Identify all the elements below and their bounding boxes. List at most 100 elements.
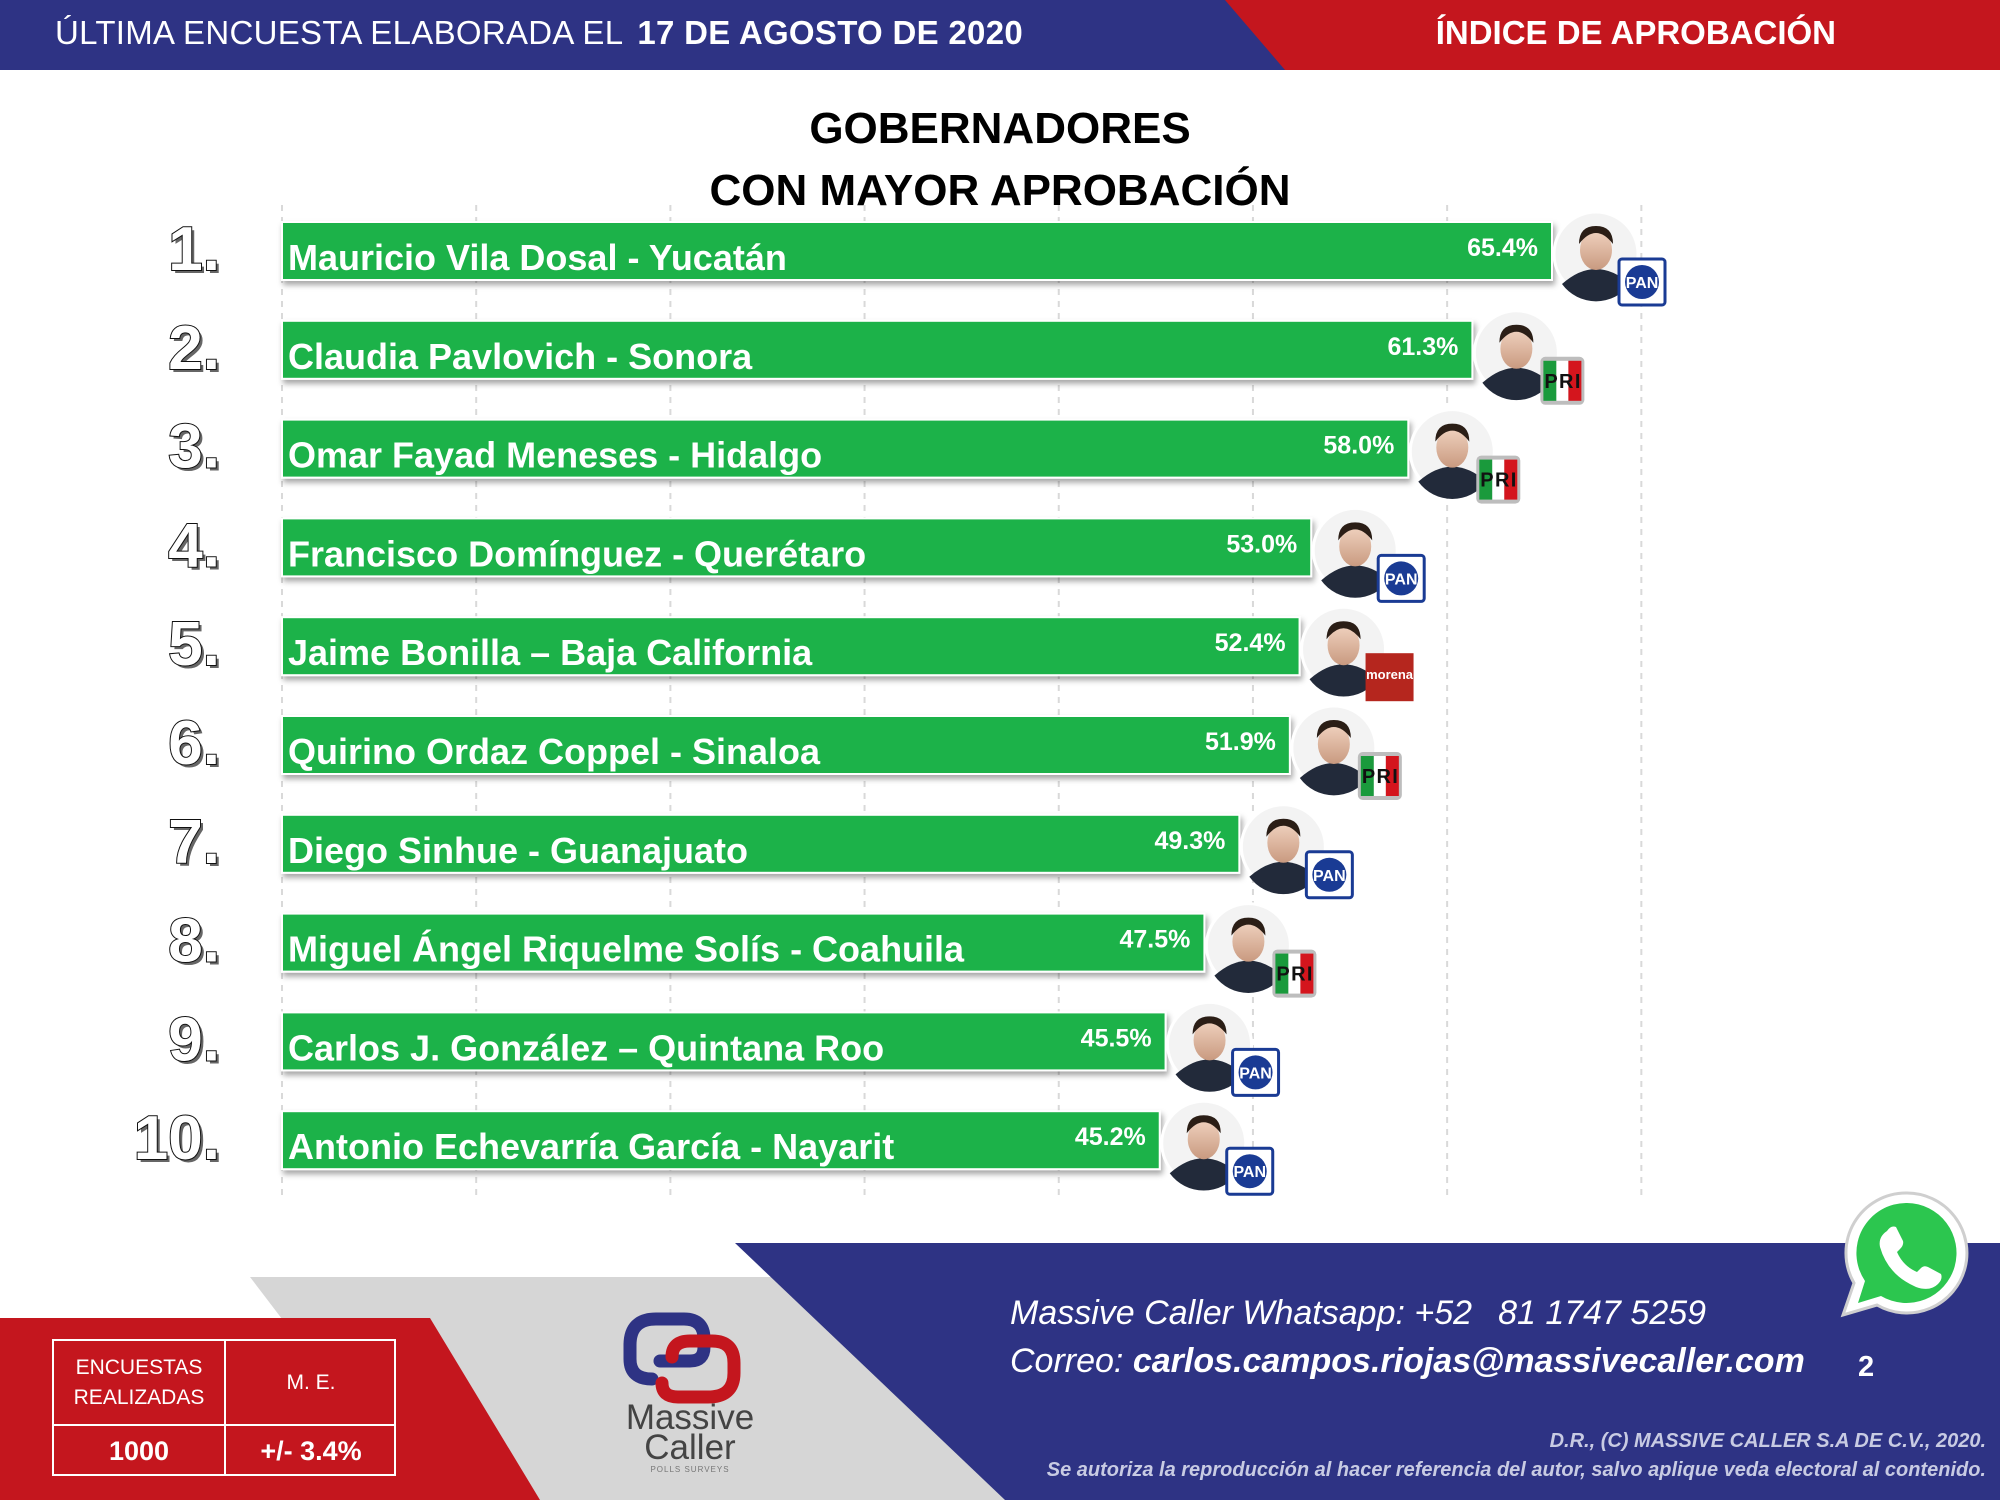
gridlines <box>281 205 1643 1195</box>
portrait-hair-icon <box>1338 522 1373 541</box>
bar-category-label: Diego Sinhue - Guanajuato <box>288 830 748 871</box>
bar <box>281 319 1474 380</box>
bar-category-label: Mauricio Vila Dosal - Yucatán <box>288 237 787 278</box>
pan-logo-circle <box>1384 561 1419 596</box>
bar <box>281 418 1410 479</box>
section-title: ÍNDICE DE APROBACIÓN <box>1435 14 1836 51</box>
reproduction-notice: Se autoriza la reproducción al hacer ref… <box>1046 1459 1986 1481</box>
rank-shadow: 6. <box>171 712 223 781</box>
rank-number: 5. <box>168 610 220 679</box>
rank-shadow: 4. <box>171 514 223 583</box>
bar-value-label: 53.0% <box>1226 530 1297 558</box>
logo-word-caller: Caller <box>644 1428 736 1467</box>
pri-logo-text: PRI <box>1480 470 1516 492</box>
bar <box>281 1110 1161 1171</box>
bar-category-label: Antonio Echevarría García - Nayarit <box>288 1126 894 1167</box>
survey-stats-table: ENCUESTAS REALIZADAS M. E. 1000 +/- 3.4% <box>52 1339 396 1476</box>
rank-number: 2. <box>168 314 220 383</box>
bar-row: 5.5. Jaime Bonilla – Baja California 52.4%… <box>167 605 1414 702</box>
margin-error-value: +/- 3.4% <box>260 1435 362 1466</box>
bar-row: 8.8. Miguel Ángel Riquelme Solís - Coahui… <box>167 902 1317 998</box>
rank-shadow: 3. <box>171 416 223 485</box>
rank-number: 8. <box>168 907 220 976</box>
rank-number: 3. <box>168 413 220 482</box>
rank-shadow: 10. <box>137 1107 223 1176</box>
bar <box>281 912 1206 973</box>
copyright-line: D.R., (C) MASSIVE CALLER S.A DE C.V., 20… <box>1549 1430 1986 1452</box>
pan-logo-circle <box>1312 857 1347 892</box>
bar-category-label: Miguel Ángel Riquelme Solís - Coahuila <box>288 929 965 970</box>
pri-logo-green <box>1543 360 1557 401</box>
rank-shadow: 9. <box>171 1008 223 1077</box>
pri-logo-green <box>1360 756 1374 796</box>
survey-date-line: ÚLTIMA ENCUESTA ELABORADA EL 17 DE AGOSTO… <box>55 14 1023 52</box>
bar <box>281 517 1313 578</box>
email-address[interactable]: carlos.campos.riojas@massivecaller.com <box>1132 1342 1805 1380</box>
header-blue-band <box>0 0 1290 70</box>
bar-row: 3.3. Omar Fayad Meneses - Hidalgo 58.0%PRI <box>167 408 1521 504</box>
pri-logo-white <box>1556 360 1569 401</box>
page-number: 2 <box>1858 1351 1875 1383</box>
portrait-face-icon <box>1232 921 1265 962</box>
bars: 1.1. Mauricio Vila Dosal - Yucatán 65.4%PA… <box>133 210 1667 1196</box>
portrait-face-icon <box>1193 1020 1226 1061</box>
pri-logo-red <box>1568 360 1582 401</box>
whatsapp-label: Massive Caller Whatsapp: <box>1010 1294 1405 1332</box>
header-band: ÚLTIMA ENCUESTA ELABORADA EL 17 DE AGOSTO… <box>0 0 2000 70</box>
pri-logo-green <box>1479 459 1493 500</box>
bar-value-label: 45.5% <box>1081 1024 1152 1052</box>
bar-value-label: 61.3% <box>1387 333 1458 361</box>
rank-shadow: 8. <box>171 910 223 979</box>
bar-category-label: Omar Fayad Meneses - Hidalgo <box>288 435 822 476</box>
bar-category-label: Claudia Pavlovich - Sonora <box>288 336 753 377</box>
pan-logo-text: PAN <box>1239 1065 1272 1082</box>
whatsapp-code: +52 <box>1414 1294 1473 1332</box>
rank-number: 1. <box>168 215 220 284</box>
rank-number: 7. <box>168 808 220 877</box>
rank-shadow: 1. <box>171 218 223 287</box>
pan-logo-circle <box>1625 265 1659 299</box>
portrait-face-icon <box>1339 526 1372 567</box>
portrait-face-icon <box>1187 1119 1220 1160</box>
bar <box>281 1011 1167 1072</box>
bar <box>281 221 1553 281</box>
bar-row: 7.7. Diego Sinhue - Guanajuato 49.3%PAN <box>167 803 1354 900</box>
bar-value-label: 51.9% <box>1205 728 1276 756</box>
portrait-hair-icon <box>1192 1016 1227 1035</box>
rank-shadow: 2. <box>171 317 223 386</box>
portrait-hair-icon <box>1326 621 1361 640</box>
bar <box>281 813 1241 874</box>
pan-logo-circle <box>1232 1154 1267 1189</box>
pan-logo-text: PAN <box>1313 868 1346 885</box>
bar-category-label: Jaime Bonilla – Baja California <box>288 632 813 673</box>
pri-logo-text: PRI <box>1362 766 1398 788</box>
whatsapp-number[interactable]: 81 1747 5259 <box>1498 1294 1707 1332</box>
pri-logo-red <box>1385 756 1399 796</box>
portrait-suit-icon <box>1562 269 1630 302</box>
portrait-face-icon <box>1580 230 1612 270</box>
bar <box>281 715 1291 775</box>
portrait-face-icon <box>1327 625 1360 666</box>
pan-logo-text: PAN <box>1626 275 1659 292</box>
margin-error-label: M. E. <box>226 1341 396 1426</box>
rank-number: 6. <box>168 709 220 778</box>
portrait-suit-icon <box>1418 466 1487 499</box>
bar-row: 10.10. Antonio Echevarría García - Nayari… <box>133 1099 1275 1196</box>
bar-value-label: 45.2% <box>1075 1123 1146 1151</box>
bar-row: 9.9. Carlos J. González – Quintana Roo 45.… <box>167 1000 1281 1097</box>
massive-caller-logo-icon <box>623 1312 741 1404</box>
pri-logo-text: PRI <box>1544 371 1580 393</box>
survey-date-label: ÚLTIMA ENCUESTA ELABORADA EL <box>55 14 624 51</box>
rank-shadow: 5. <box>171 613 223 682</box>
rank-number: 9. <box>168 1005 220 1074</box>
pri-logo-white <box>1288 953 1301 994</box>
bar <box>281 616 1301 677</box>
whatsapp-icon[interactable] <box>1832 1183 1982 1333</box>
pri-logo-white <box>1373 756 1386 796</box>
portrait-hair-icon <box>1231 917 1266 936</box>
portrait-hair-icon <box>1266 818 1301 837</box>
bar-row: 6.6. Quirino Ordaz Coppel - Sinaloa 51.9%P… <box>167 704 1402 800</box>
bar-row: 2.2. Claudia Pavlovich - Sonora 61.3%PRI <box>167 309 1585 405</box>
bar-category-label: Quirino Ordaz Coppel - Sinaloa <box>288 731 821 772</box>
bar-value-label: 52.4% <box>1215 629 1286 657</box>
